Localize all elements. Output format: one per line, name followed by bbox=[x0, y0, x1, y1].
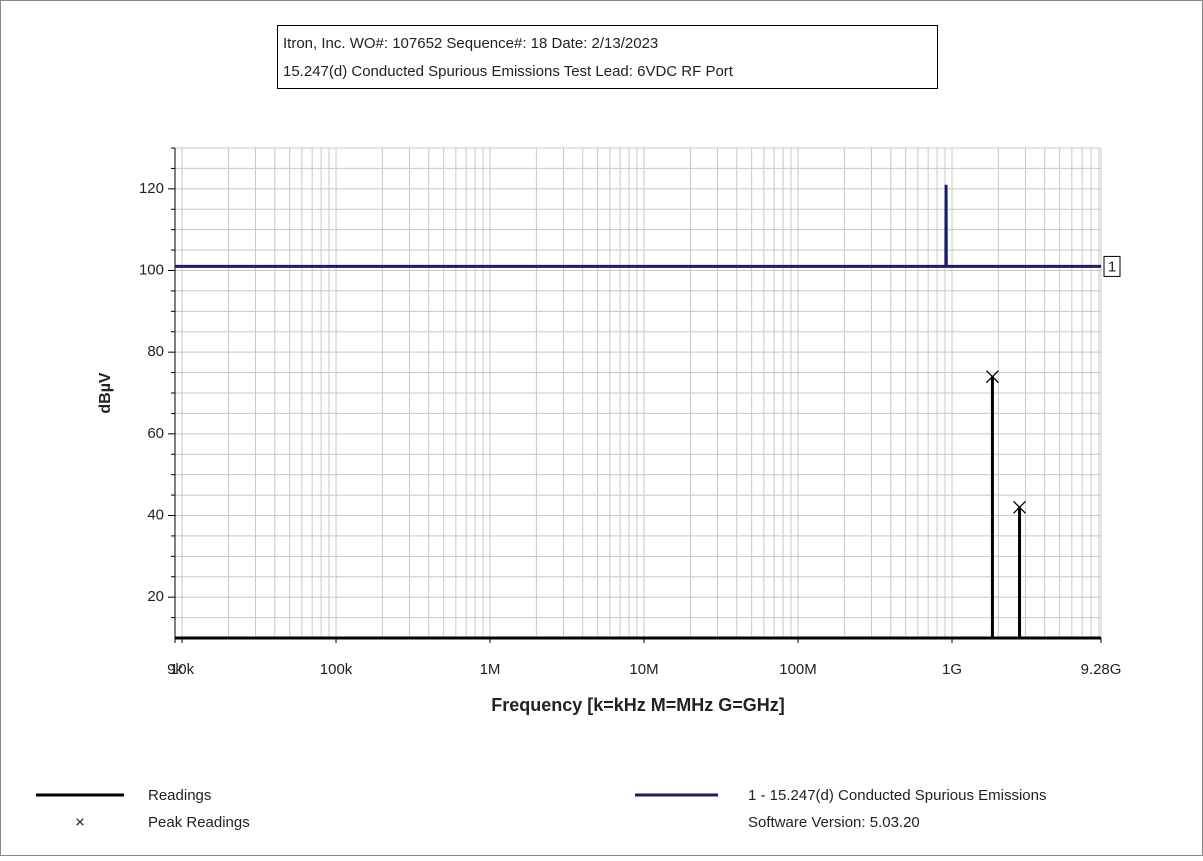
limit-tag: 1 bbox=[1108, 258, 1116, 275]
x-tick-label: 1M bbox=[480, 661, 501, 678]
legend-swatch: × bbox=[75, 812, 85, 831]
legend-label: 1 - 15.247(d) Conducted Spurious Emissio… bbox=[748, 787, 1047, 804]
legend-label: Peak Readings bbox=[148, 814, 250, 831]
title-box bbox=[277, 25, 938, 89]
y-tick-label: 80 bbox=[147, 343, 164, 360]
x-tick-label: 100k bbox=[320, 661, 353, 678]
footnote: Software Version: 5.03.20 bbox=[748, 814, 920, 831]
x-tick-label: 1G bbox=[942, 661, 962, 678]
legend-label: Readings bbox=[148, 787, 211, 804]
y-tick-label: 40 bbox=[147, 506, 164, 523]
peak-marker bbox=[985, 370, 999, 384]
y-tick-label: 20 bbox=[147, 588, 164, 605]
y-tick-label: 120 bbox=[139, 180, 164, 197]
x-tick-label: 9k bbox=[167, 661, 183, 678]
title-line: 15.247(d) Conducted Spurious Emissions T… bbox=[283, 63, 734, 80]
peak-marker bbox=[1013, 500, 1026, 514]
x-tick-label: 10M bbox=[629, 661, 658, 678]
title-line: Itron, Inc. WO#: 107652 Sequence#: 18 Da… bbox=[283, 35, 658, 52]
x-tick-label: 100M bbox=[779, 661, 817, 678]
x-tick-label: 9.28G bbox=[1081, 661, 1122, 678]
limit-line bbox=[175, 184, 1101, 268]
y-tick-label: 60 bbox=[147, 425, 164, 442]
x-axis-label: Frequency [k=kHz M=MHz G=GHz] bbox=[491, 695, 785, 715]
y-tick-label: 100 bbox=[139, 261, 164, 278]
x-tick-label: 10k bbox=[170, 661, 195, 678]
limit-tag-box bbox=[1103, 255, 1121, 277]
y-axis-label: dBµV bbox=[97, 372, 114, 414]
